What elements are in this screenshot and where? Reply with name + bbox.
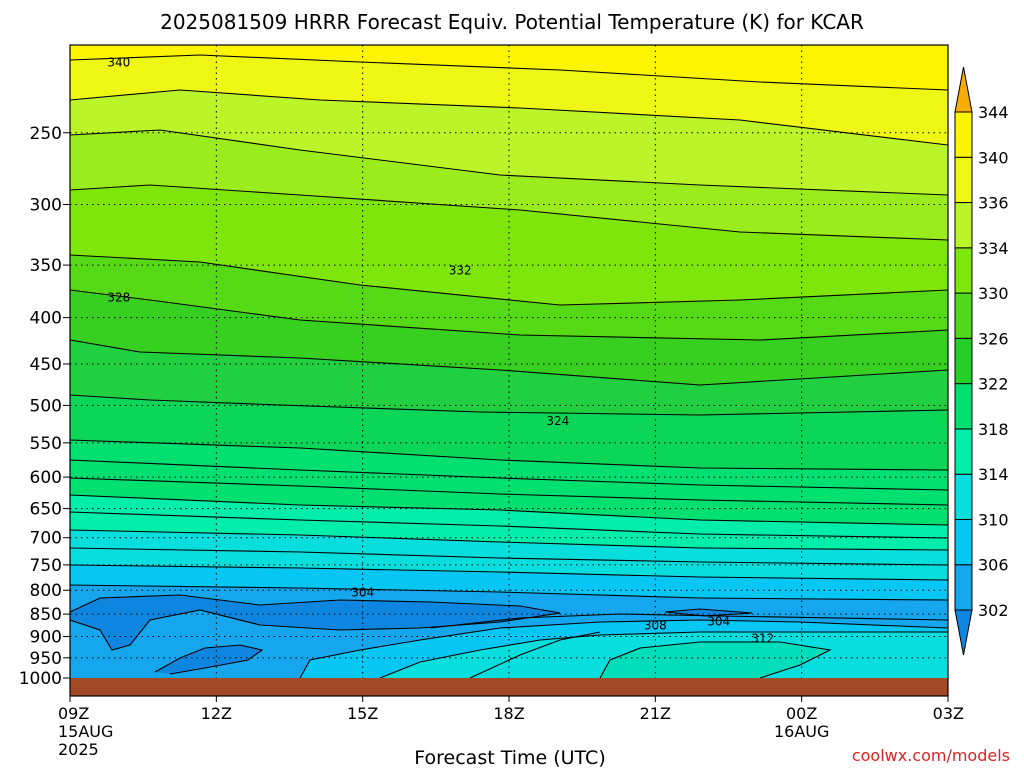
contour-labels: 340 332 328 324 304 308 304 312: [107, 55, 774, 646]
colorbar-swatch-326: [954, 292, 973, 339]
y-tick-label-750: 750: [30, 556, 62, 576]
y-tick-label-1000: 1000: [19, 669, 62, 689]
contour-label-328: 328: [107, 290, 130, 304]
y-tick-label-250: 250: [30, 124, 62, 144]
y-tick-label-600: 600: [30, 468, 62, 488]
contour-label-324: 324: [546, 414, 569, 428]
contour-label-text: 328: [107, 290, 130, 304]
x-axis-label: Forecast Time (UTC): [414, 747, 605, 768]
colorbar-label-302: 302: [978, 601, 1009, 620]
contour-label-340: 340: [107, 55, 130, 69]
y-tick-label-700: 700: [30, 529, 62, 549]
colorbar-swatch-318: [954, 383, 973, 430]
band-302-near-surface: [155, 645, 262, 674]
band-322: [70, 440, 948, 525]
colorbar-label-326: 326: [978, 329, 1009, 348]
colorbar-label-330: 330: [978, 284, 1009, 303]
band-334: [70, 130, 948, 240]
x-tick-label-03Z: 03Z: [933, 704, 964, 723]
band-330: [70, 255, 948, 340]
colorbar-swatch-322: [954, 337, 973, 385]
y-tick-label-650: 650: [30, 500, 62, 520]
y-tick-label-550: 550: [30, 434, 62, 454]
contour-label-text: 304: [351, 586, 374, 600]
colorbar-swatch-330: [954, 247, 973, 294]
x-tick-label-21Z: 21Z: [640, 704, 671, 723]
x-tick-label-00Z: 00Z: [786, 704, 817, 723]
colorbar-lower-arrow: [954, 609, 973, 656]
y-tick-label-500: 500: [30, 396, 62, 416]
contour-label-text: 312: [751, 632, 774, 646]
colorbar-swatch-302: [954, 564, 973, 611]
y-tick-label-850: 850: [30, 605, 62, 625]
colorbar-label-318: 318: [978, 420, 1009, 439]
colorbar-label-322: 322: [978, 375, 1009, 394]
contour-label-text: 340: [107, 55, 130, 69]
y-axis: 250 300 350 400 450 500 550 600 650 700 750 800 850 9…: [19, 124, 70, 689]
grid-lines: [70, 45, 948, 678]
y-tick-label-300: 300: [30, 195, 62, 215]
contour-label-text: 308: [644, 618, 667, 632]
band-302-low: [70, 595, 560, 650]
surface-terrain-strip: [70, 678, 948, 696]
colorbar-label-314: 314: [978, 465, 1009, 484]
colorbar-label-334: 334: [978, 239, 1009, 258]
y-tick-label-400: 400: [30, 309, 62, 329]
y-tick-label-350: 350: [30, 256, 62, 276]
colorbar-label-310: 310: [978, 510, 1009, 529]
colorbar-swatch-334: [954, 202, 973, 249]
y-tick-label-900: 900: [30, 628, 62, 648]
x-tick-sublabel-15AUG: 15AUG: [58, 722, 113, 741]
x-tick-label-09Z: 09Z: [58, 704, 89, 723]
band-324: [70, 395, 948, 470]
colorbar-swatch-310: [954, 473, 973, 520]
chart-title: 2025081509 HRRR Forecast Equiv. Potentia…: [160, 10, 864, 34]
contour-label-text: 332: [449, 264, 472, 278]
band-332: [70, 185, 948, 305]
colorbar-swatch-314: [954, 428, 973, 475]
colorbar-swatch-340: [954, 111, 973, 158]
colorbar-upper-arrow: [954, 66, 973, 113]
y-tick-label-450: 450: [30, 355, 62, 375]
band-318: [70, 495, 948, 550]
x-tick-label-12Z: 12Z: [201, 704, 232, 723]
x-tick-sublabel-2025: 2025: [58, 740, 99, 759]
y-tick-label-950: 950: [30, 649, 62, 669]
contour-label-312: 312: [751, 632, 774, 646]
x-tick-label-15Z: 15Z: [347, 704, 378, 723]
contour-label-332: 332: [449, 264, 472, 278]
band-310: [70, 565, 948, 600]
x-tick-sublabel-16AUG: 16AUG: [774, 722, 829, 741]
contour-lines: [70, 54, 948, 678]
colorbar-label-336: 336: [978, 194, 1009, 213]
band-318-surface: [600, 642, 830, 678]
colorbar-swatch-336: [954, 156, 973, 204]
credit-text: coolwx.com/models: [852, 746, 1010, 765]
colorbar-legend: 302 306 310 314 318 322 326 330 334 336 340 344: [954, 66, 1009, 656]
band-326: [70, 340, 948, 415]
contour-label-304: 304: [351, 586, 374, 600]
band-336: [70, 90, 948, 195]
contour-label-308: 308: [644, 618, 667, 632]
contour-label-304: 304: [707, 614, 730, 628]
colorbar-swatch-306: [954, 518, 973, 566]
colorbar-label-306: 306: [978, 556, 1009, 575]
colorbar-label-340: 340: [978, 148, 1009, 167]
x-tick-label-18Z: 18Z: [493, 704, 524, 723]
colorbar-label-344: 344: [978, 103, 1009, 122]
contour-label-text: 324: [546, 414, 569, 428]
y-tick-label-800: 800: [30, 581, 62, 601]
contour-label-text: 304: [707, 614, 730, 628]
